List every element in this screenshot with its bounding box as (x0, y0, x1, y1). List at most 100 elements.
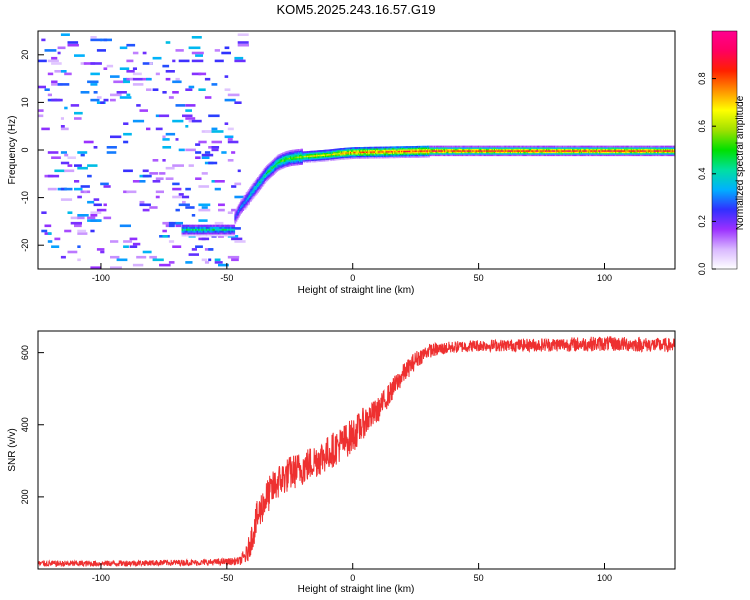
band-cell (223, 232, 226, 235)
ridge-cell (266, 169, 268, 172)
ridge-cell (437, 150, 439, 152)
ridge-cell (246, 192, 249, 194)
ridge-cell (593, 145, 596, 148)
ridge-cell (574, 147, 577, 149)
band-cell (208, 226, 211, 229)
band-cell (196, 230, 199, 233)
ridge-cell (500, 147, 503, 149)
ridge-cell (657, 150, 659, 152)
ridge-cell (288, 163, 291, 165)
ridge-cell (396, 154, 399, 157)
noise-cell (211, 130, 224, 133)
ridge-cell (667, 147, 669, 149)
ridge-cell (619, 154, 622, 157)
band-cell (201, 224, 204, 227)
ridge-cell (318, 153, 320, 155)
ridge-cell (304, 152, 307, 155)
ridge-cell (359, 147, 361, 149)
ridge-cell (244, 204, 247, 207)
ridge-cell (602, 150, 605, 152)
noise-cell (103, 98, 109, 102)
noise-cell (142, 250, 152, 254)
ridge-cell (589, 152, 591, 155)
ridge-cell (241, 203, 243, 206)
ridge-cell (596, 151, 599, 154)
colorbar-tick-label: 0.6 (697, 120, 707, 133)
ridge-cell (490, 151, 493, 154)
ridge-cell (504, 154, 506, 157)
ridge-cell (396, 156, 399, 159)
noise-cell (188, 46, 201, 50)
ridge-cell (380, 152, 383, 155)
ridge-cell (436, 148, 438, 151)
ridge-cell (369, 152, 371, 155)
ridge-cell (365, 154, 368, 156)
ridge-cell (447, 154, 450, 157)
band-cell (202, 230, 205, 233)
ridge-cell (391, 155, 394, 157)
ridge-cell (473, 147, 476, 149)
ridge-cell (411, 147, 413, 150)
ridge-cell (343, 147, 345, 150)
noise-cell (142, 51, 147, 55)
noise-cell (182, 195, 190, 199)
noise-cell (139, 109, 148, 112)
ridge-cell (607, 152, 609, 155)
ridge-cell (411, 153, 413, 155)
ridge-cell (636, 150, 639, 152)
ridge-cell (322, 159, 325, 162)
ridge-cell (400, 146, 403, 148)
noise-cell (87, 200, 95, 204)
noise-cell (231, 258, 239, 262)
ridge-cell (350, 157, 352, 160)
ridge-cell (321, 154, 324, 157)
ridge-cell (334, 151, 336, 154)
ridge-cell (458, 145, 461, 148)
ridge-cell (543, 154, 546, 157)
noise-cell (201, 206, 208, 209)
ridge-cell (533, 151, 536, 154)
ridge-cell (505, 150, 507, 152)
ridge-cell (278, 164, 281, 166)
ridge-cell (636, 152, 639, 155)
noise-cell (77, 151, 88, 154)
noise-cell (172, 59, 176, 63)
noise-cell (237, 41, 249, 44)
ridge-cell (582, 152, 584, 155)
ridge-cell (646, 151, 649, 154)
ridge-cell (565, 154, 567, 157)
ridge-cell (249, 200, 251, 203)
ridge-cell (538, 148, 540, 151)
ridge-cell (538, 151, 540, 154)
band-cell (199, 232, 202, 235)
ridge-cell (570, 151, 573, 154)
ridge-cell (619, 145, 622, 148)
ridge-cell (625, 148, 628, 151)
ridge-cell (629, 154, 632, 157)
ridge-cell (421, 145, 424, 148)
ridge-cell (246, 202, 249, 204)
ridge-cell (497, 152, 499, 155)
ridge-cell (482, 147, 485, 149)
ridge-cell (561, 145, 564, 148)
band-cell (231, 224, 234, 227)
ridge-cell (352, 148, 354, 151)
ridge-cell (379, 149, 382, 152)
ridge-cell (643, 148, 646, 151)
ridge-cell (385, 153, 387, 156)
ridge-cell (441, 147, 444, 149)
ridge-cell (640, 150, 642, 152)
ridge-cell (556, 150, 558, 152)
ridge-cell (592, 154, 595, 157)
ridge-cell (326, 155, 328, 158)
ridge-cell (345, 147, 348, 150)
ridge-cell (428, 155, 430, 158)
ridge-cell (344, 157, 347, 160)
ridge-cell (412, 156, 415, 158)
ridge-cell (236, 218, 239, 220)
ridge-cell (422, 150, 425, 152)
ridge-cell (507, 147, 510, 149)
noise-cell (123, 132, 132, 136)
ridge-cell (268, 168, 271, 171)
band-cell (216, 224, 219, 227)
